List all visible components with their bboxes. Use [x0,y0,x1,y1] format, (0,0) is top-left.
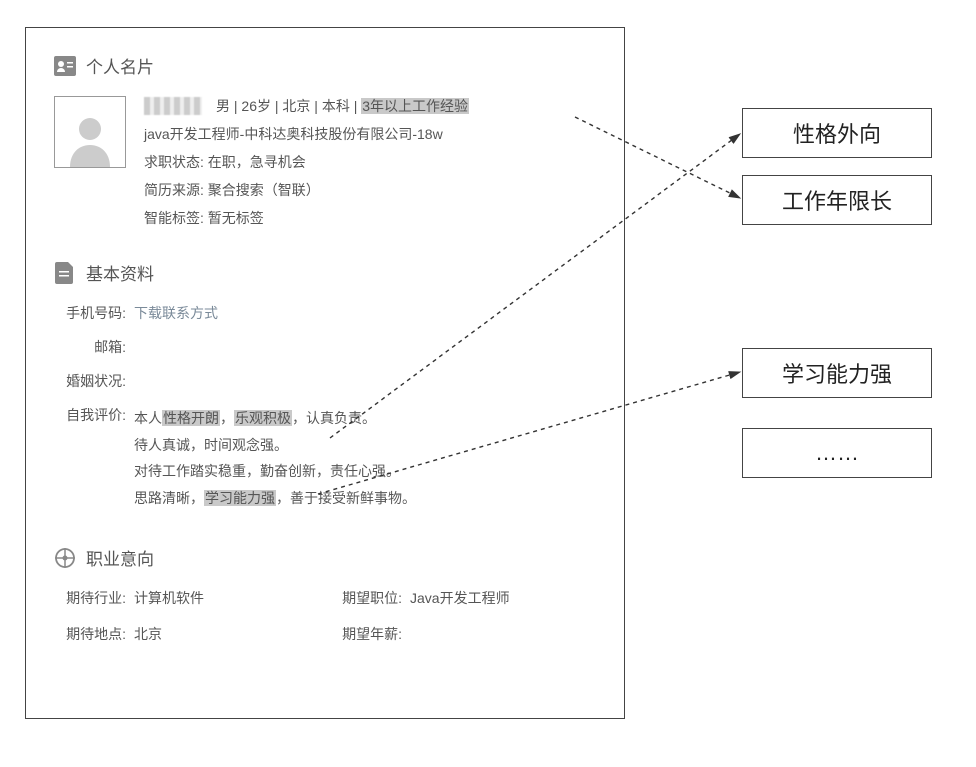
section-title: 个人名片 [86,53,154,78]
section-header-career: 职业意向 [54,545,596,570]
t: 本人 [134,410,162,426]
highlight-learning: 学习能力强 [204,490,276,506]
profile-meta: 男 | 26岁 | 北京 | 本科 | 3年以上工作经验 java开发工程师-中… [144,96,596,228]
source-line: 简历来源: 聚合搜索（智联） [144,180,596,200]
section-title: 基本资料 [86,260,154,285]
phone-download-link[interactable]: 下载联系方式 [134,303,596,323]
name-blurred [144,97,202,115]
field-label: 期望职位: [330,588,410,608]
career-grid: 期待行业:计算机软件 期望职位:Java开发工程师 期待地点:北京 期望年薪: [54,588,596,644]
highlight-personality-1: 性格开朗 [162,410,220,426]
avatar [54,96,126,168]
field-label: 手机号码: [54,303,134,323]
t: ，善于接受新鲜事物。 [276,490,416,506]
career-location: 期待地点:北京 [54,624,320,644]
meta-gender: 男 [216,98,230,114]
t: 待人真诚，时间观念强。 [134,437,288,453]
field-value: Java开发工程师 [410,588,510,608]
status-label: 求职状态: [144,154,204,170]
field-label: 婚姻状况: [54,371,134,391]
t: ， [220,410,234,426]
meta-edu: 本科 [322,98,350,114]
meta-experience-highlight: 3年以上工作经验 [361,98,469,114]
field-value: 北京 [134,624,162,644]
t: 思路清晰， [134,490,204,506]
highlight-personality-2: 乐观积极 [234,410,292,426]
meta-top-row: 男 | 26岁 | 北京 | 本科 | 3年以上工作经验 [144,96,596,116]
field-marital: 婚姻状况: [54,371,596,391]
meta-chips: 男 | 26岁 | 北京 | 本科 | 3年以上工作经验 [216,96,469,116]
target-icon [54,547,76,569]
id-card-icon [54,55,76,77]
resume-card: 个人名片 男 | 26岁 | 北京 | 本科 | 3年以上工作经验 java开发… [25,27,625,719]
section-header-basic: 基本资料 [54,260,596,285]
profile-row: 男 | 26岁 | 北京 | 本科 | 3年以上工作经验 java开发工程师-中… [54,96,596,228]
document-icon [54,262,76,284]
tag-box-learning: 学习能力强 [742,348,932,398]
field-label: 邮箱: [54,337,134,357]
tags-value: 暂无标签 [208,210,264,226]
source-value: 聚合搜索（智联） [208,182,320,198]
tag-box-personality: 性格外向 [742,108,932,158]
basic-info-list: 手机号码: 下载联系方式 邮箱: 婚姻状况: 自我评价: 本人性格开朗，乐观积极… [54,303,596,511]
tag-box-experience: 工作年限长 [742,175,932,225]
t: ，认真负责。 [292,410,376,426]
status-line: 求职状态: 在职，急寻机会 [144,152,596,172]
field-label: 期望年薪: [330,624,410,644]
meta-city: 北京 [282,98,310,114]
career-position: 期望职位:Java开发工程师 [330,588,596,608]
tags-line: 智能标签: 暂无标签 [144,208,596,228]
tag-box-more: …… [742,428,932,478]
t: 对待工作踏实稳重，勤奋创新，责任心强。 [134,463,400,479]
field-value: 计算机软件 [134,588,204,608]
job-line: java开发工程师-中科达奥科技股份有限公司-18w [144,124,596,144]
section-header-profile: 个人名片 [54,53,596,78]
section-title: 职业意向 [86,545,154,570]
source-label: 简历来源: [144,182,204,198]
tags-label: 智能标签: [144,210,204,226]
field-label: 自我评价: [54,405,134,425]
status-value: 在职，急寻机会 [208,154,306,170]
field-phone: 手机号码: 下载联系方式 [54,303,596,323]
self-eval-text: 本人性格开朗，乐观积极，认真负责。 待人真诚，时间观念强。 对待工作踏实稳重，勤… [134,405,596,511]
field-email: 邮箱: [54,337,596,357]
career-industry: 期待行业:计算机软件 [54,588,320,608]
field-self-eval: 自我评价: 本人性格开朗，乐观积极，认真负责。 待人真诚，时间观念强。 对待工作… [54,405,596,511]
field-label: 期待地点: [54,624,134,644]
career-salary: 期望年薪: [330,624,596,644]
field-label: 期待行业: [54,588,134,608]
meta-age: 26岁 [241,98,271,114]
